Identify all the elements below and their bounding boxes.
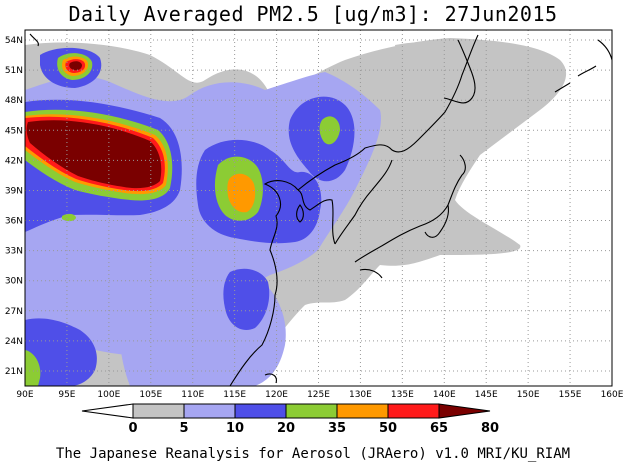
lat-tick-label: 48N	[5, 96, 23, 106]
contour-35-swc	[25, 350, 41, 386]
colorbar-swatch	[183, 403, 236, 419]
lon-tick-label: 135E	[391, 390, 414, 400]
colorbar-swatch	[81, 403, 134, 419]
contour-20-sw	[25, 318, 97, 386]
lat-tick-label: 45N	[5, 126, 23, 136]
colorbar-label: 50	[379, 421, 397, 436]
colorbar-label: 5	[179, 421, 188, 436]
footer-caption: The Japanese Reanalysis for Aerosol (JRA…	[55, 446, 571, 462]
map-title: Daily Averaged PM2.5 [ug/m3]: 27Jun2015	[68, 2, 558, 26]
contour-80-west	[26, 120, 162, 189]
lat-tick-label: 33N	[5, 247, 23, 257]
lon-tick-label: 100E	[97, 390, 120, 400]
lat-tick-label: 51N	[5, 66, 23, 76]
contour-35-small	[62, 213, 76, 222]
colorbar: 0 5 10 20 35 50 65 80	[81, 403, 499, 436]
colorbar-label: 35	[328, 421, 346, 436]
lon-tick-label: 150E	[517, 390, 540, 400]
plot-frame	[24, 29, 613, 387]
lat-tick-labels: 54N 51N 48N 45N 42N 39N 36N 33N 30N 27N 24N 21N	[5, 36, 23, 377]
colorbar-swatch	[132, 403, 185, 419]
contour-80-nw	[69, 61, 82, 71]
lat-tick-label: 30N	[5, 277, 23, 287]
colorbar-label: 0	[128, 421, 137, 436]
colorbar-label: 65	[430, 421, 448, 436]
colorbar-label: 20	[277, 421, 295, 436]
colorbar-swatch	[234, 403, 287, 419]
lat-tick-label: 24N	[5, 337, 23, 347]
lon-tick-label: 160E	[601, 390, 624, 400]
lon-tick-label: 90E	[16, 390, 33, 400]
coastlines	[29, 33, 612, 386]
contour-5-east	[395, 41, 480, 130]
lat-tick-label: 54N	[5, 36, 23, 46]
colorbar-swatch	[336, 403, 389, 419]
lon-tick-label: 155E	[559, 390, 582, 400]
lon-tick-label: 105E	[139, 390, 162, 400]
lon-tick-label: 95E	[58, 390, 75, 400]
colorbar-swatch	[387, 403, 440, 419]
lon-tick-label: 115E	[223, 390, 246, 400]
lat-tick-label: 42N	[5, 156, 23, 166]
lon-tick-label: 145E	[475, 390, 498, 400]
lon-tick-label: 130E	[349, 390, 372, 400]
colorbar-swatch	[285, 403, 338, 419]
lon-tick-label: 140E	[433, 390, 456, 400]
lat-tick-label: 36N	[5, 217, 23, 227]
lon-tick-labels: 90E 95E 100E 105E 110E 115E 120E 125E 130E 135E 14…	[16, 390, 623, 400]
lat-lon-grid	[25, 30, 612, 386]
lon-tick-label: 125E	[307, 390, 330, 400]
colorbar-swatch	[438, 403, 491, 419]
lon-tick-label: 120E	[265, 390, 288, 400]
lat-tick-label: 27N	[5, 307, 23, 317]
colorbar-label: 10	[226, 421, 244, 436]
concentration-field	[25, 30, 612, 386]
lon-tick-label: 110E	[181, 390, 204, 400]
lat-tick-label: 39N	[5, 186, 23, 196]
colorbar-label: 80	[481, 421, 499, 436]
lat-tick-label: 21N	[5, 367, 23, 377]
